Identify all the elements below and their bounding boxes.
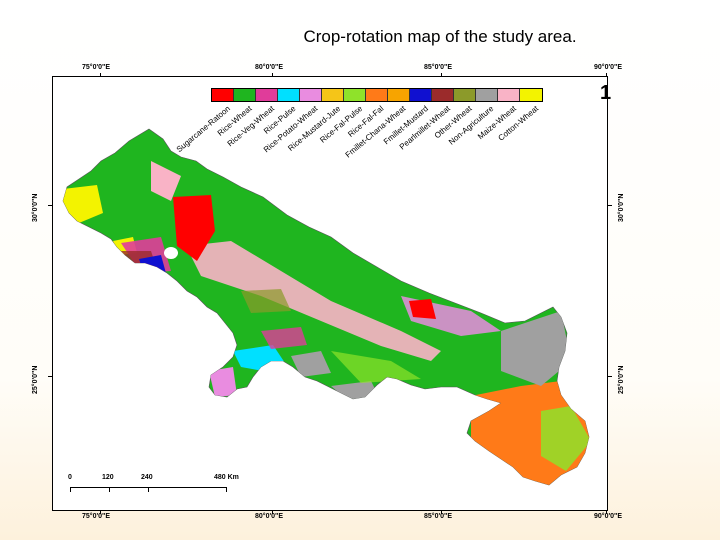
frame-tick bbox=[100, 510, 101, 514]
frame-tick bbox=[608, 205, 612, 206]
frame-tick bbox=[272, 73, 273, 77]
region-non-agriculture bbox=[501, 311, 571, 386]
legend-swatch bbox=[322, 89, 344, 101]
legend-swatch bbox=[476, 89, 498, 101]
frame-tick bbox=[100, 73, 101, 77]
region-sugarcane-ratoon bbox=[173, 195, 215, 261]
longitude-label-bottom: 90°0'0"E bbox=[594, 513, 623, 520]
legend-swatch bbox=[388, 89, 410, 101]
scale-bar-tick bbox=[70, 487, 71, 492]
region-maize-wheat bbox=[151, 161, 181, 201]
legend-swatch bbox=[498, 89, 520, 101]
frame-tick bbox=[441, 73, 442, 77]
crop-rotation-map bbox=[62, 128, 590, 486]
scale-bar-tick bbox=[226, 487, 227, 492]
latitude-label-right: 25°0'0"N bbox=[618, 365, 625, 394]
frame-tick bbox=[48, 205, 52, 206]
region-rice-fal-pulse bbox=[331, 351, 421, 383]
legend-swatch bbox=[366, 89, 388, 101]
frame-tick bbox=[606, 510, 607, 514]
frame-tick bbox=[606, 73, 607, 77]
lake bbox=[164, 247, 178, 259]
legend-swatch bbox=[234, 89, 256, 101]
latitude-label-right: 30°0'0"N bbox=[618, 193, 625, 222]
frame-tick bbox=[441, 510, 442, 514]
longitude-label-bottom: 80°0'0"E bbox=[255, 513, 284, 520]
legend-swatch bbox=[454, 89, 476, 101]
longitude-label-top: 75°0'0"E bbox=[82, 64, 111, 71]
legend-color-bar bbox=[211, 88, 543, 102]
region-other-wheat bbox=[241, 289, 291, 313]
scale-bar-label: 120 bbox=[102, 474, 114, 481]
map-frame bbox=[52, 76, 608, 511]
legend-number: 1 bbox=[600, 82, 612, 104]
longitude-label-bottom: 85°0'0"E bbox=[424, 513, 453, 520]
longitude-label-top: 85°0'0"E bbox=[424, 64, 453, 71]
frame-tick bbox=[608, 376, 612, 377]
scale-bar-label: 480 Km bbox=[214, 474, 239, 481]
scale-bar-tick bbox=[109, 487, 110, 492]
legend-swatch bbox=[432, 89, 454, 101]
legend-swatch bbox=[300, 89, 322, 101]
legend-swatch bbox=[278, 89, 300, 101]
scale-bar-label: 240 bbox=[141, 474, 153, 481]
region-maize-wheat bbox=[186, 241, 441, 361]
frame-tick bbox=[48, 376, 52, 377]
longitude-label-top: 80°0'0"E bbox=[255, 64, 284, 71]
scale-bar-tick bbox=[148, 487, 149, 492]
region-rice-potato-wheat bbox=[209, 367, 237, 397]
region-sugarcane-ratoon bbox=[409, 299, 436, 319]
region-cotton-wheat bbox=[63, 185, 103, 223]
scale-bar-label: 0 bbox=[68, 474, 72, 481]
latitude-label-left: 25°0'0"N bbox=[32, 365, 39, 394]
legend-swatch bbox=[212, 89, 234, 101]
latitude-label-left: 30°0'0"N bbox=[32, 193, 39, 222]
longitude-label-top: 90°0'0"E bbox=[594, 64, 623, 71]
legend-swatch bbox=[520, 89, 542, 101]
slide-title: Crop-rotation map of the study area. bbox=[303, 27, 577, 46]
legend-swatch bbox=[344, 89, 366, 101]
frame-tick bbox=[272, 510, 273, 514]
legend-swatch bbox=[410, 89, 432, 101]
longitude-label-bottom: 75°0'0"E bbox=[82, 513, 111, 520]
region-rice-fal-pulse bbox=[541, 406, 589, 471]
region-non-agriculture bbox=[291, 351, 331, 377]
region-rice-veg-wheat bbox=[261, 327, 307, 349]
legend-swatch bbox=[256, 89, 278, 101]
